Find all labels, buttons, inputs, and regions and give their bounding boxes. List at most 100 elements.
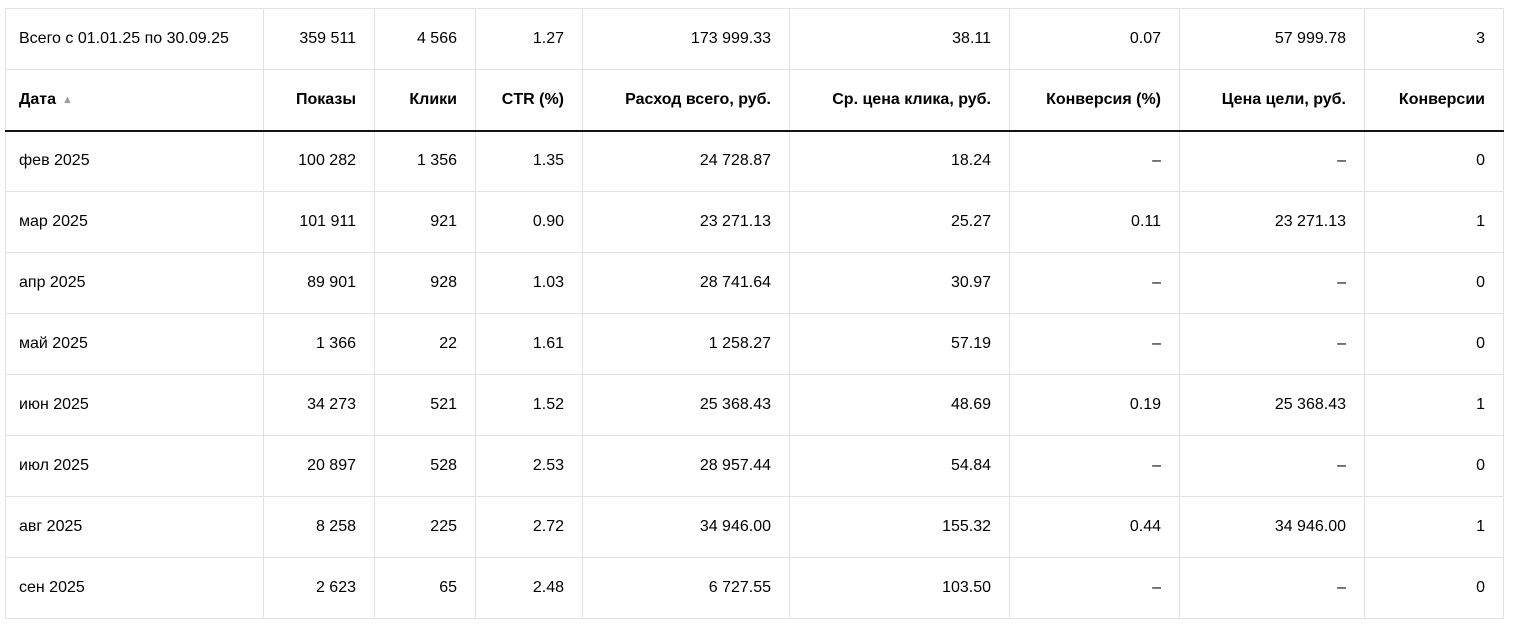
row-goal-cost: 34 946.00 [1179, 496, 1365, 558]
row-clicks: 528 [374, 435, 476, 497]
row-avg-cpc: 54.84 [789, 435, 1010, 497]
date-column-label: Дата [19, 90, 57, 108]
row-avg-cpc: 48.69 [789, 374, 1010, 436]
statistics-table: Всего с 01.01.25 по 30.09.25 359 511 4 5… [5, 8, 1504, 619]
row-impressions: 100 282 [263, 130, 375, 192]
column-header-ctr[interactable]: CTR (%) [475, 69, 583, 132]
table-row: авг 2025 8 258 225 2.72 34 946.00 155.32… [5, 496, 1504, 558]
row-avg-cpc: 155.32 [789, 496, 1010, 558]
row-date: июн 2025 [5, 374, 264, 436]
row-total-cost: 6 727.55 [582, 557, 790, 619]
row-clicks: 65 [374, 557, 476, 619]
row-conversions: 0 [1364, 252, 1504, 314]
row-clicks: 928 [374, 252, 476, 314]
row-conversions: 1 [1364, 374, 1504, 436]
summary-ctr: 1.27 [475, 8, 583, 70]
row-date: мар 2025 [5, 191, 264, 253]
row-clicks: 921 [374, 191, 476, 253]
summary-clicks: 4 566 [374, 8, 476, 70]
row-ctr: 1.61 [475, 313, 583, 375]
row-conversion-rate: – [1009, 313, 1180, 375]
row-clicks: 225 [374, 496, 476, 558]
row-impressions: 101 911 [263, 191, 375, 253]
summary-goal-cost: 57 999.78 [1179, 8, 1365, 70]
row-avg-cpc: 57.19 [789, 313, 1010, 375]
table-row: сен 2025 2 623 65 2.48 6 727.55 103.50 –… [5, 557, 1504, 619]
summary-row: Всего с 01.01.25 по 30.09.25 359 511 4 5… [5, 8, 1504, 70]
row-avg-cpc: 18.24 [789, 130, 1010, 192]
table-row: апр 2025 89 901 928 1.03 28 741.64 30.97… [5, 252, 1504, 314]
row-goal-cost: – [1179, 252, 1365, 314]
row-total-cost: 25 368.43 [582, 374, 790, 436]
column-header-clicks[interactable]: Клики [374, 69, 476, 132]
row-total-cost: 1 258.27 [582, 313, 790, 375]
row-ctr: 2.48 [475, 557, 583, 619]
summary-period-label: Всего с 01.01.25 по 30.09.25 [5, 8, 264, 70]
row-conversion-rate: 0.44 [1009, 496, 1180, 558]
column-header-goal-cost[interactable]: Цена цели, руб. [1179, 69, 1365, 132]
row-goal-cost: – [1179, 313, 1365, 375]
column-header-date[interactable]: Дата ▲ [5, 69, 264, 132]
row-avg-cpc: 103.50 [789, 557, 1010, 619]
row-avg-cpc: 30.97 [789, 252, 1010, 314]
summary-conversion-rate: 0.07 [1009, 8, 1180, 70]
summary-conversions: 3 [1364, 8, 1504, 70]
row-conversion-rate: – [1009, 435, 1180, 497]
row-clicks: 521 [374, 374, 476, 436]
row-total-cost: 23 271.13 [582, 191, 790, 253]
summary-total-cost: 173 999.33 [582, 8, 790, 70]
summary-impressions: 359 511 [263, 8, 375, 70]
row-conversions: 1 [1364, 496, 1504, 558]
row-ctr: 2.53 [475, 435, 583, 497]
row-goal-cost: – [1179, 435, 1365, 497]
row-conversions: 0 [1364, 130, 1504, 192]
row-avg-cpc: 25.27 [789, 191, 1010, 253]
row-impressions: 2 623 [263, 557, 375, 619]
row-impressions: 34 273 [263, 374, 375, 436]
column-header-conversion-rate[interactable]: Конверсия (%) [1009, 69, 1180, 132]
row-total-cost: 28 957.44 [582, 435, 790, 497]
table-row: май 2025 1 366 22 1.61 1 258.27 57.19 – … [5, 313, 1504, 375]
sort-asc-icon: ▲ [62, 93, 73, 106]
table-row: июн 2025 34 273 521 1.52 25 368.43 48.69… [5, 374, 1504, 436]
row-conversion-rate: – [1009, 557, 1180, 619]
row-impressions: 20 897 [263, 435, 375, 497]
column-header-avg-cpc[interactable]: Ср. цена клика, руб. [789, 69, 1010, 132]
row-conversion-rate: 0.19 [1009, 374, 1180, 436]
row-ctr: 2.72 [475, 496, 583, 558]
row-total-cost: 34 946.00 [582, 496, 790, 558]
row-date: апр 2025 [5, 252, 264, 314]
row-conversions: 0 [1364, 313, 1504, 375]
row-goal-cost: – [1179, 130, 1365, 192]
row-goal-cost: – [1179, 557, 1365, 619]
summary-avg-cpc: 38.11 [789, 8, 1010, 70]
row-date: авг 2025 [5, 496, 264, 558]
header-row: Дата ▲ Показы Клики CTR (%) Расход всего,… [5, 69, 1504, 132]
table-row: фев 2025 100 282 1 356 1.35 24 728.87 18… [5, 130, 1504, 192]
row-clicks: 22 [374, 313, 476, 375]
column-header-impressions[interactable]: Показы [263, 69, 375, 132]
row-clicks: 1 356 [374, 130, 476, 192]
column-header-total-cost[interactable]: Расход всего, руб. [582, 69, 790, 132]
table-row: июл 2025 20 897 528 2.53 28 957.44 54.84… [5, 435, 1504, 497]
row-conversion-rate: – [1009, 252, 1180, 314]
row-ctr: 1.52 [475, 374, 583, 436]
row-date: сен 2025 [5, 557, 264, 619]
row-ctr: 0.90 [475, 191, 583, 253]
row-conversions: 0 [1364, 435, 1504, 497]
column-header-conversions[interactable]: Конверсии [1364, 69, 1504, 132]
row-conversions: 1 [1364, 191, 1504, 253]
row-date: май 2025 [5, 313, 264, 375]
row-conversions: 0 [1364, 557, 1504, 619]
row-impressions: 8 258 [263, 496, 375, 558]
row-date: июл 2025 [5, 435, 264, 497]
row-ctr: 1.03 [475, 252, 583, 314]
row-total-cost: 24 728.87 [582, 130, 790, 192]
row-impressions: 1 366 [263, 313, 375, 375]
row-total-cost: 28 741.64 [582, 252, 790, 314]
row-goal-cost: 25 368.43 [1179, 374, 1365, 436]
row-date: фев 2025 [5, 130, 264, 192]
row-goal-cost: 23 271.13 [1179, 191, 1365, 253]
row-impressions: 89 901 [263, 252, 375, 314]
row-conversion-rate: 0.11 [1009, 191, 1180, 253]
